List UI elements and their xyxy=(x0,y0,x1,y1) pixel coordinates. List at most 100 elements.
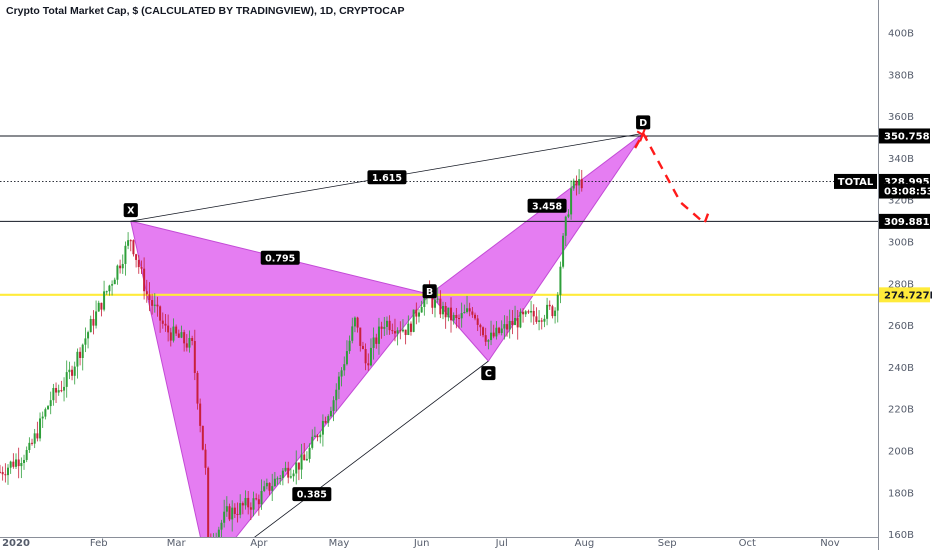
candle xyxy=(148,282,151,312)
candle-body xyxy=(409,323,412,332)
candle xyxy=(353,316,356,333)
candle xyxy=(506,315,509,337)
candle-body xyxy=(377,326,380,344)
candle-body xyxy=(247,497,250,508)
candle xyxy=(124,241,127,276)
candle-body xyxy=(575,180,578,186)
candle xyxy=(442,301,445,320)
candle xyxy=(479,323,482,336)
candle xyxy=(55,382,58,404)
x-tick-label: Sep xyxy=(658,538,677,549)
candle-body xyxy=(287,467,290,478)
candle xyxy=(169,327,172,347)
candle-body xyxy=(415,309,418,317)
candle xyxy=(511,310,514,335)
candle xyxy=(393,318,396,342)
candle xyxy=(340,367,343,387)
candle-body xyxy=(420,306,423,313)
candle-body xyxy=(564,216,567,236)
candle-body xyxy=(305,458,308,461)
candle xyxy=(313,426,316,437)
candle xyxy=(161,312,164,329)
candle xyxy=(73,361,76,385)
candle-body xyxy=(385,320,388,327)
candle-body xyxy=(484,335,487,342)
candle-body xyxy=(532,310,535,317)
candle-body xyxy=(297,462,300,470)
candle-body xyxy=(76,351,79,367)
ratio-label-ac-text: 0.385 xyxy=(297,490,327,501)
ratio-label-xb-text: 0.795 xyxy=(265,253,295,264)
candle-body xyxy=(33,433,36,444)
candle-body xyxy=(111,284,114,286)
candle xyxy=(236,502,239,523)
candle-body xyxy=(204,449,207,468)
candle xyxy=(332,396,335,422)
candle xyxy=(377,317,380,355)
candle xyxy=(156,296,159,317)
candle-body xyxy=(540,320,543,322)
candle xyxy=(503,315,506,340)
y-tick-label: 400B xyxy=(888,29,914,40)
candle-body xyxy=(228,506,231,520)
candle xyxy=(580,169,583,192)
candle-body xyxy=(399,330,402,332)
candle xyxy=(12,453,15,469)
candle xyxy=(524,310,527,317)
candle xyxy=(172,318,175,343)
projection-path xyxy=(634,125,712,226)
candle-body xyxy=(487,340,490,342)
candle-body xyxy=(28,442,31,450)
candle-body xyxy=(281,470,284,478)
candle-body xyxy=(145,291,148,295)
candle-body xyxy=(148,294,151,301)
x-tick-label: Mar xyxy=(167,538,187,549)
time-axis-bg xyxy=(0,538,878,550)
candle-body xyxy=(201,425,204,450)
ratio-label-xd-box xyxy=(367,170,407,185)
candle xyxy=(572,178,575,191)
candle-body xyxy=(25,449,28,460)
candle-body xyxy=(458,318,461,320)
price-tag-2: 03:08:53 xyxy=(879,183,932,199)
point-label-d-box xyxy=(636,115,651,130)
candle-body xyxy=(199,403,202,426)
candle-body xyxy=(407,323,410,335)
candle xyxy=(567,209,570,219)
candle-body xyxy=(23,459,26,464)
candle-body xyxy=(300,454,303,470)
point-label-x-text: X xyxy=(127,206,135,217)
candle-body xyxy=(271,486,274,491)
point-label-x: X xyxy=(123,203,138,218)
candle xyxy=(559,261,562,304)
candle xyxy=(327,414,330,427)
x-tick-label: Aug xyxy=(575,538,595,549)
candle xyxy=(556,292,559,323)
candle xyxy=(324,416,327,424)
candle xyxy=(388,315,391,335)
candle-body xyxy=(108,285,111,292)
candle-body xyxy=(12,461,15,467)
candle xyxy=(199,398,202,433)
candle-body xyxy=(57,390,60,393)
candle-body xyxy=(476,318,479,325)
candle-body xyxy=(316,435,319,438)
y-tick-label: 380B xyxy=(888,70,914,81)
candle-body xyxy=(562,235,565,267)
pattern-labels: X B C D 1.615 0.795 0.385 3.458 xyxy=(123,115,651,502)
candle-body xyxy=(372,337,375,348)
x-tick-label: May xyxy=(329,538,350,549)
candle xyxy=(233,503,236,519)
candle xyxy=(578,169,581,195)
candle-body xyxy=(556,294,559,311)
candle-body xyxy=(71,369,74,376)
point-label-b-box xyxy=(422,284,437,299)
candle xyxy=(463,304,466,314)
candle-body xyxy=(492,332,495,337)
horizontal-lines xyxy=(0,135,878,296)
point-label-c: C xyxy=(481,366,496,381)
candle xyxy=(228,503,231,522)
candle xyxy=(183,329,186,352)
candle xyxy=(447,307,450,322)
